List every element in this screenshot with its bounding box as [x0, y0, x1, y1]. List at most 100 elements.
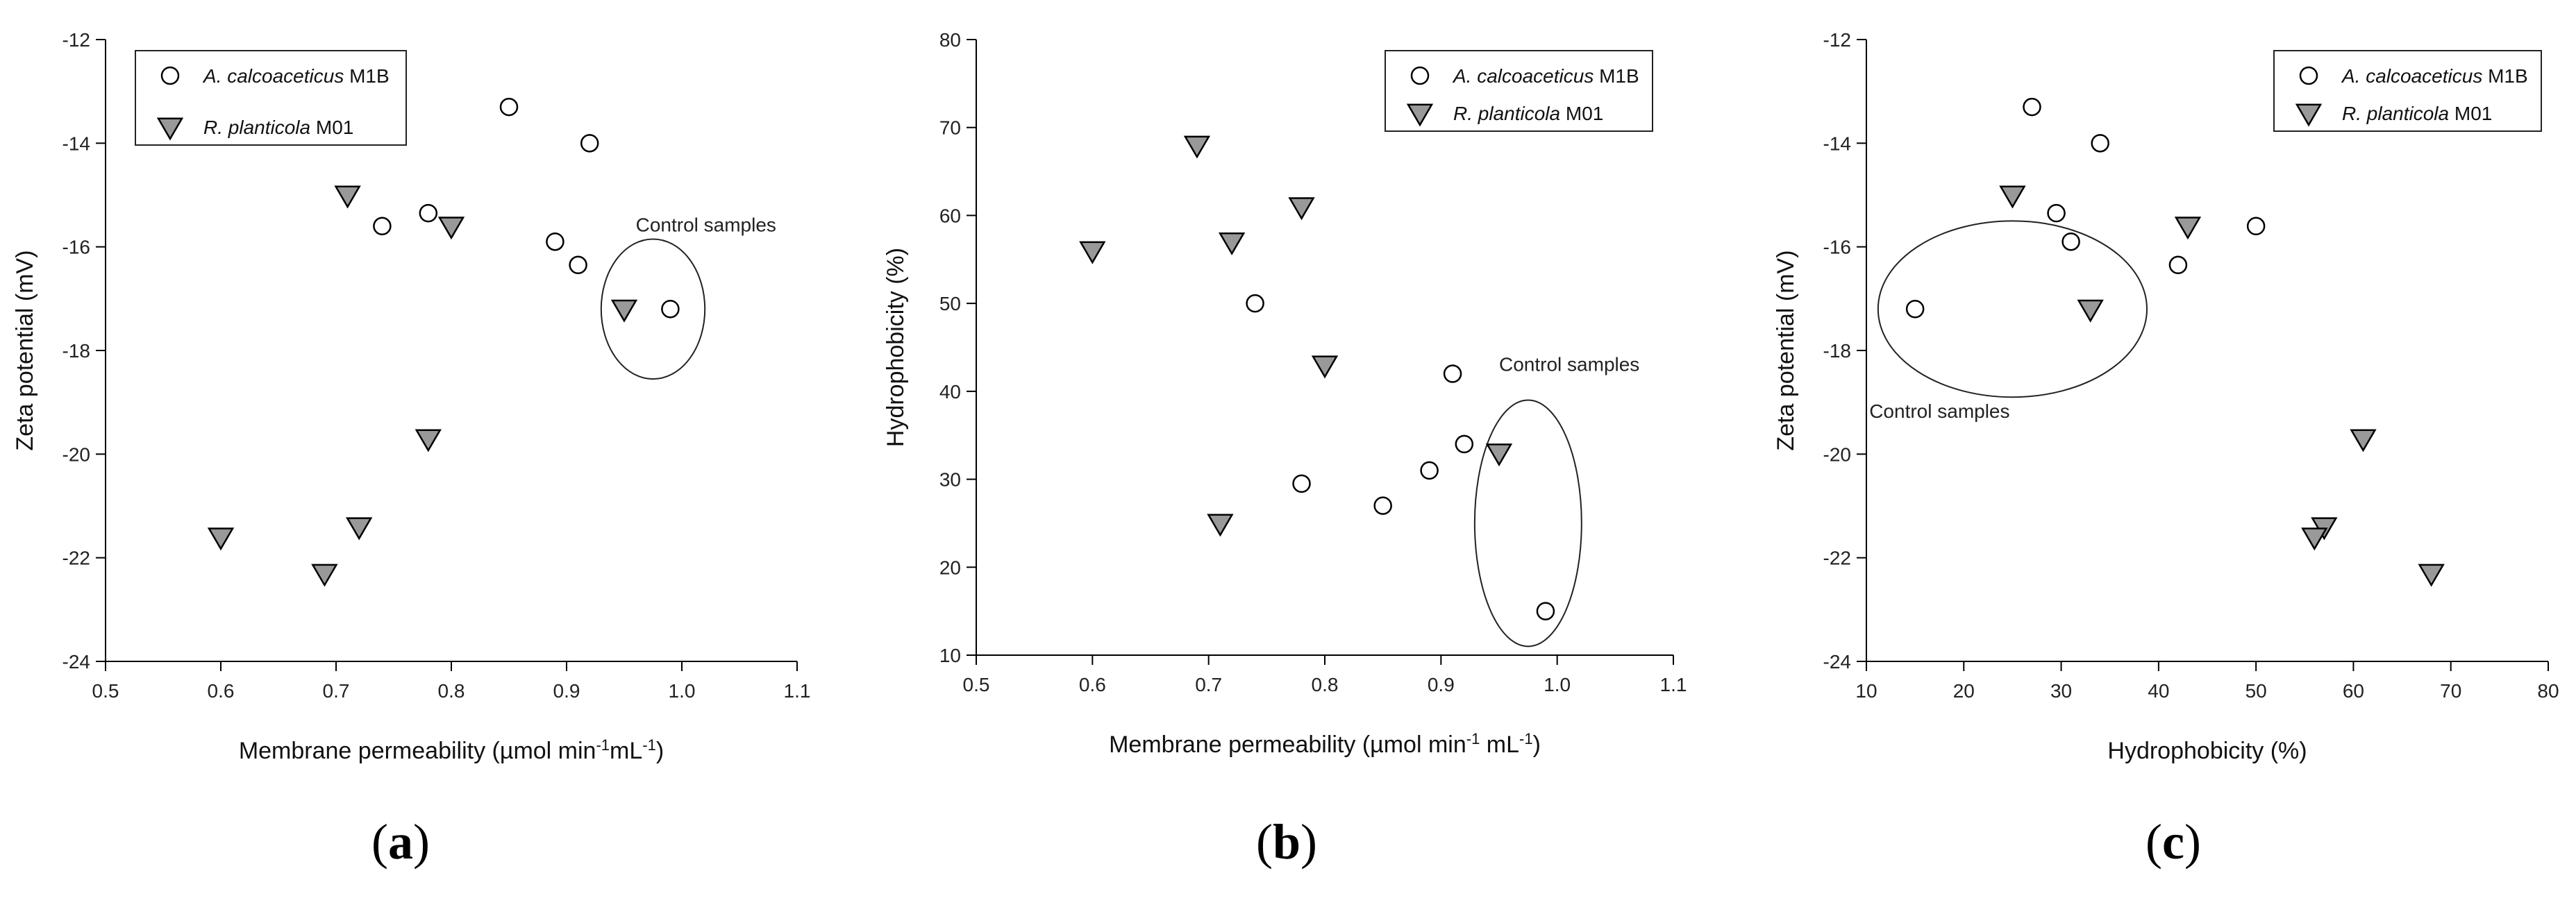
- point-circle: [546, 232, 564, 251]
- point-triangle: [437, 217, 465, 240]
- x-tick-label: 50: [2245, 680, 2267, 702]
- chart-c: 10 20 30 40 50 60 70 80 -24 -22 -20 -18 -16 -14 -12 Hyd…: [1773, 29, 2559, 764]
- point-triangle: [1183, 135, 1211, 159]
- legend-circle-marker: [2299, 66, 2318, 85]
- x-tick-label: 1.0: [669, 680, 696, 702]
- y-tick-label: -14: [1823, 133, 1851, 154]
- point-circle: [1905, 300, 1925, 319]
- point-triangle: [1288, 197, 1315, 221]
- control-samples-label: Control samples: [1499, 354, 1639, 375]
- y-tick-label: -12: [1823, 29, 1851, 51]
- legend-entry: R. planticola M01: [2342, 103, 2492, 124]
- point-triangle: [2418, 564, 2445, 587]
- point-circle: [419, 203, 438, 223]
- legend-circle-marker: [1410, 66, 1430, 85]
- point-triangle: [610, 299, 638, 323]
- point-triangle: [346, 517, 373, 541]
- y-axis-title: Zeta potential (mV): [12, 250, 38, 450]
- x-tick-label: 0.7: [1195, 674, 1222, 695]
- point-circle: [661, 300, 680, 319]
- legend-entry: A. calcoaceticus M1B: [2341, 65, 2528, 87]
- point-circle: [569, 255, 587, 275]
- x-tick-label: 80: [2537, 680, 2559, 702]
- y-tick-label: -24: [62, 651, 90, 673]
- y-axis-title: Hydrophobicity (%): [883, 248, 909, 447]
- point-triangle: [1218, 232, 1246, 255]
- legend-entry: A. calcoaceticus M1B: [202, 65, 390, 87]
- y-tick-label: -12: [62, 29, 90, 51]
- y-tick-label: -22: [62, 548, 90, 569]
- y-tick-label: 50: [939, 293, 961, 314]
- point-triangle: [1079, 241, 1106, 264]
- x-tick-label: 0.6: [1079, 674, 1106, 695]
- x-tick-label: 40: [2148, 680, 2169, 702]
- legend-box: [2273, 50, 2542, 132]
- y-tick-label: 40: [939, 381, 961, 403]
- point-circle: [2047, 203, 2066, 223]
- point-triangle: [311, 564, 338, 587]
- x-tick-label: 70: [2440, 680, 2461, 702]
- point-triangle: [2174, 217, 2202, 240]
- point-triangle: [334, 185, 361, 209]
- point-circle: [499, 97, 519, 117]
- x-axis-title: Membrane permeability (µmol min-1 mL-1): [1109, 730, 1541, 758]
- y-tick-label: -20: [1823, 443, 1851, 465]
- legend-entry: R. planticola M01: [1453, 103, 1603, 124]
- x-tick-label: 1.0: [1544, 674, 1571, 695]
- y-tick-label: -18: [1823, 340, 1851, 362]
- legend-circle-marker: [160, 66, 180, 85]
- chart-b: 0.5 0.6 0.7 0.8 0.9 1.0 1.1 10 20 30 40 50 60 70 80 Mem…: [883, 29, 1687, 758]
- x-tick-label: 0.5: [92, 680, 119, 702]
- y-tick-label: 30: [939, 469, 961, 491]
- point-circle: [1373, 496, 1392, 515]
- point-triangle: [415, 429, 442, 453]
- control-samples-label: Control samples: [1869, 400, 2009, 422]
- y-tick-label: -20: [62, 443, 90, 465]
- point-triangle: [1999, 185, 2026, 209]
- point-triangle: [2077, 299, 2104, 323]
- x-tick-label: 60: [2343, 680, 2364, 702]
- control-samples-label: Control samples: [636, 214, 776, 235]
- y-tick-label: -16: [1823, 237, 1851, 258]
- point-triangle: [2301, 527, 2328, 551]
- point-circle: [2091, 134, 2109, 153]
- panel-label-a: (a): [371, 814, 430, 870]
- legend-box: [135, 50, 407, 146]
- point-triangle: [1311, 355, 1339, 379]
- x-tick-label: 30: [2050, 680, 2072, 702]
- legend-entry: R. planticola M01: [203, 117, 353, 138]
- point-circle: [1443, 364, 1462, 383]
- point-circle: [580, 134, 599, 153]
- x-tick-label: 1.1: [784, 680, 811, 702]
- y-tick-label: 80: [939, 29, 961, 51]
- x-tick-label: 0.9: [553, 680, 580, 702]
- panel-label-b: (b): [1255, 814, 1317, 870]
- x-axis-title: Membrane permeability (µmol min-1mL-1): [239, 736, 664, 764]
- y-axis-title: Zeta potential (mV): [1773, 250, 1799, 450]
- y-tick-label: -14: [62, 133, 90, 154]
- point-circle: [373, 217, 392, 236]
- legend-box: [1385, 50, 1653, 132]
- point-circle: [2061, 232, 2080, 251]
- control-ellipse: [600, 238, 706, 380]
- y-tick-label: -18: [62, 340, 90, 362]
- point-circle: [1420, 461, 1439, 480]
- x-tick-label: 10: [1855, 680, 1877, 702]
- legend-triangle-marker: [2295, 103, 2323, 127]
- y-tick-label: -24: [1823, 651, 1851, 673]
- y-tick-label: -16: [62, 237, 90, 258]
- control-ellipse: [1473, 399, 1582, 648]
- legend-entry: A. calcoaceticus M1B: [1452, 65, 1639, 87]
- point-triangle: [1485, 443, 1513, 467]
- x-tick-label: 0.8: [1312, 674, 1339, 695]
- point-triangle: [1207, 514, 1234, 537]
- y-tick-label: -22: [1823, 548, 1851, 569]
- legend-triangle-marker: [156, 117, 184, 141]
- x-tick-label: 0.6: [208, 680, 235, 702]
- point-triangle: [2350, 429, 2377, 453]
- y-tick-label: 70: [939, 117, 961, 139]
- point-circle: [2246, 217, 2266, 236]
- x-axis-title: Hydrophobicity (%): [2107, 738, 2307, 764]
- point-circle: [1292, 474, 1311, 493]
- x-tick-label: 0.8: [438, 680, 465, 702]
